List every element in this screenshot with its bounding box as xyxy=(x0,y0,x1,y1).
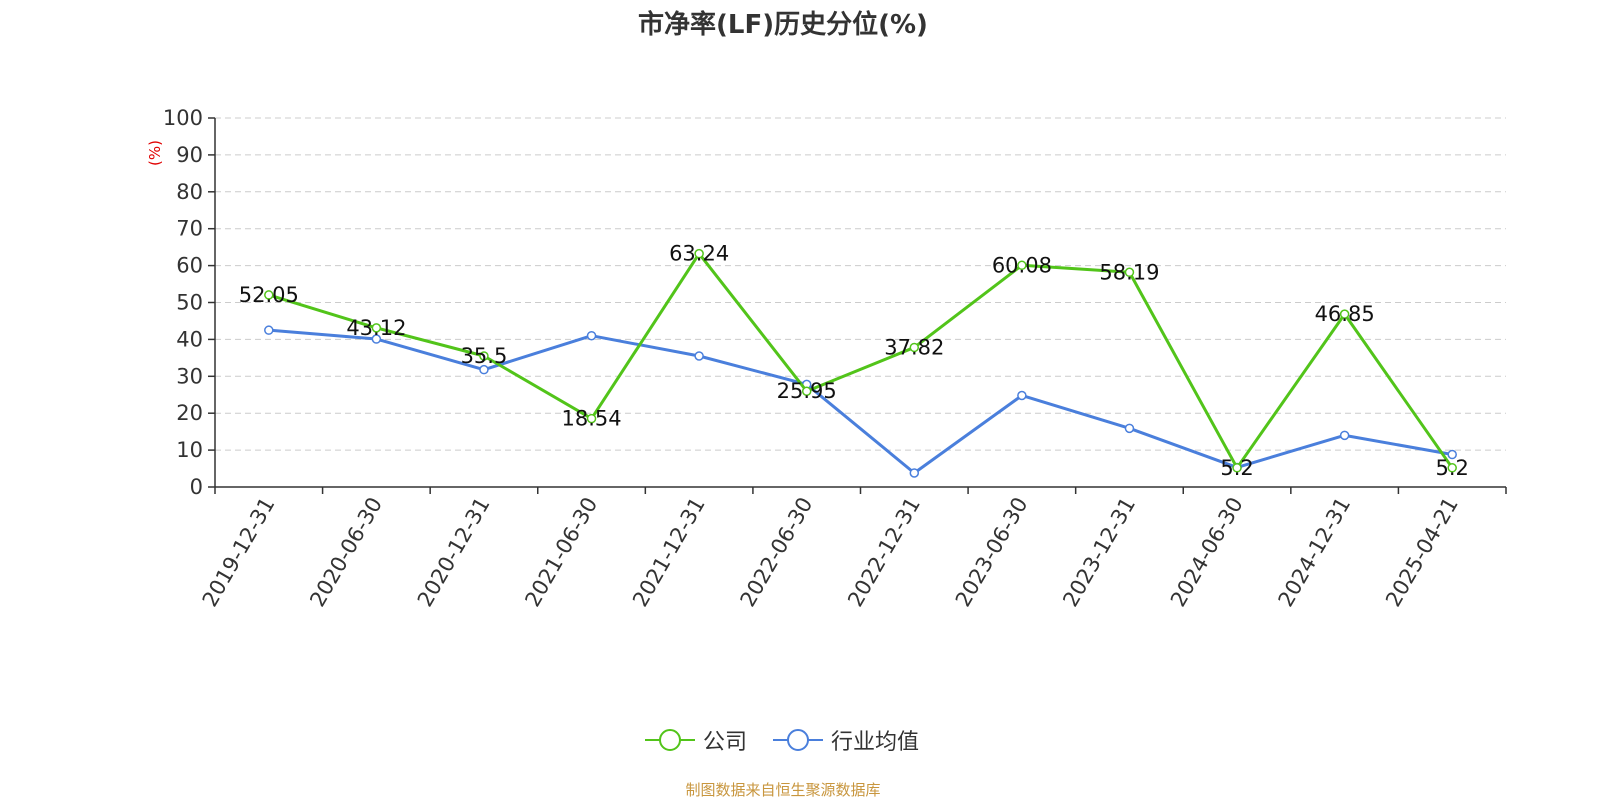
data-point xyxy=(1447,449,1457,460)
data-point xyxy=(264,290,274,300)
legend-marker-blue-icon xyxy=(773,729,823,751)
data-point xyxy=(586,330,597,341)
x-tick-label: 2022-06-30 xyxy=(736,493,818,611)
chart-title: 市净率(LF)历史分位(%) xyxy=(638,10,928,40)
data-point xyxy=(1017,260,1027,271)
grid-lines xyxy=(215,117,1506,451)
data-point xyxy=(1339,430,1350,441)
y-tick-label: 30 xyxy=(176,364,203,388)
series-lines xyxy=(264,248,1457,478)
series-line-company xyxy=(268,252,1454,470)
data-label: 58.19 xyxy=(1099,260,1159,284)
y-tick-label: 80 xyxy=(176,180,203,204)
x-tick-label: 2022-12-31 xyxy=(843,493,925,611)
data-labels: 52.05 43.12 35.5 18.54 63.24 25.95 37.82 60.08 5… xyxy=(239,242,1469,480)
legend-item-industry-average[interactable]: 行业均值 xyxy=(773,724,919,756)
data-point xyxy=(1017,390,1027,401)
data-point xyxy=(1124,423,1135,434)
data-point xyxy=(479,364,489,375)
axes: 0 10 20 30 40 50 60 70 80 90 100 2019-12-31 2020-06-… xyxy=(163,106,1507,611)
data-label: 43.12 xyxy=(346,316,406,340)
data-point xyxy=(1232,463,1242,473)
y-tick-label: 0 xyxy=(190,475,203,499)
data-label: 35.5 xyxy=(461,344,508,368)
data-point xyxy=(1124,267,1135,278)
data-label: 18.54 xyxy=(561,407,621,431)
x-tick-label: 2020-06-30 xyxy=(305,493,387,611)
y-tick-label: 100 xyxy=(163,106,203,130)
x-tick-label: 2021-06-30 xyxy=(520,493,602,611)
data-label: 63.24 xyxy=(669,242,729,266)
data-point xyxy=(694,351,704,361)
data-point xyxy=(264,325,274,335)
data-label: 37.82 xyxy=(884,335,944,359)
data-point xyxy=(371,323,382,333)
y-tick-label: 50 xyxy=(176,291,203,315)
data-label: 46.85 xyxy=(1315,302,1375,326)
data-point xyxy=(1447,463,1457,473)
x-tick-label: 2024-12-31 xyxy=(1274,493,1356,611)
series-line-industry-average xyxy=(268,328,1453,475)
legend-item-company[interactable]: 公司 xyxy=(645,724,747,756)
y-tick-label: 10 xyxy=(176,438,203,462)
legend-marker-green-icon xyxy=(645,729,695,751)
x-tick-label: 2024-06-30 xyxy=(1166,493,1248,611)
x-tick-label: 2020-12-31 xyxy=(413,493,495,611)
y-tick-label: 20 xyxy=(176,401,203,425)
data-point xyxy=(371,334,382,344)
legend-label-industry-average: 行业均值 xyxy=(831,730,920,755)
x-tick-label: 2021-12-31 xyxy=(628,493,710,611)
data-point xyxy=(694,248,704,259)
x-tick-label: 2023-12-31 xyxy=(1058,493,1140,611)
data-label: 25.95 xyxy=(777,379,837,403)
y-tick-label: 90 xyxy=(176,143,203,167)
data-label: 52.05 xyxy=(239,283,299,307)
data-label: 5.2 xyxy=(1436,456,1469,480)
x-tick-label: 2019-12-31 xyxy=(198,493,280,611)
legend-label-company: 公司 xyxy=(703,730,748,755)
data-point xyxy=(1339,309,1350,319)
data-label: 5.2 xyxy=(1220,456,1253,480)
y-tick-label: 40 xyxy=(176,327,203,351)
data-label: 60.08 xyxy=(992,253,1052,277)
data-point xyxy=(909,468,920,478)
data-point xyxy=(909,342,920,353)
data-point xyxy=(479,351,489,361)
data-point xyxy=(586,413,597,424)
data-point xyxy=(801,386,812,396)
y-tick-label: 60 xyxy=(176,254,203,278)
y-tick-label: 70 xyxy=(176,217,203,241)
x-tick-label: 2025-04-21 xyxy=(1381,493,1463,611)
y-axis-label: (%) xyxy=(146,140,164,166)
source-note: 制图数据来自恒生聚源数据库 xyxy=(685,781,881,799)
x-tick-label: 2023-06-30 xyxy=(951,493,1033,611)
line-chart: 0 10 20 30 40 50 60 70 80 90 100 2019-12-31 2020-06-… xyxy=(146,106,1507,611)
